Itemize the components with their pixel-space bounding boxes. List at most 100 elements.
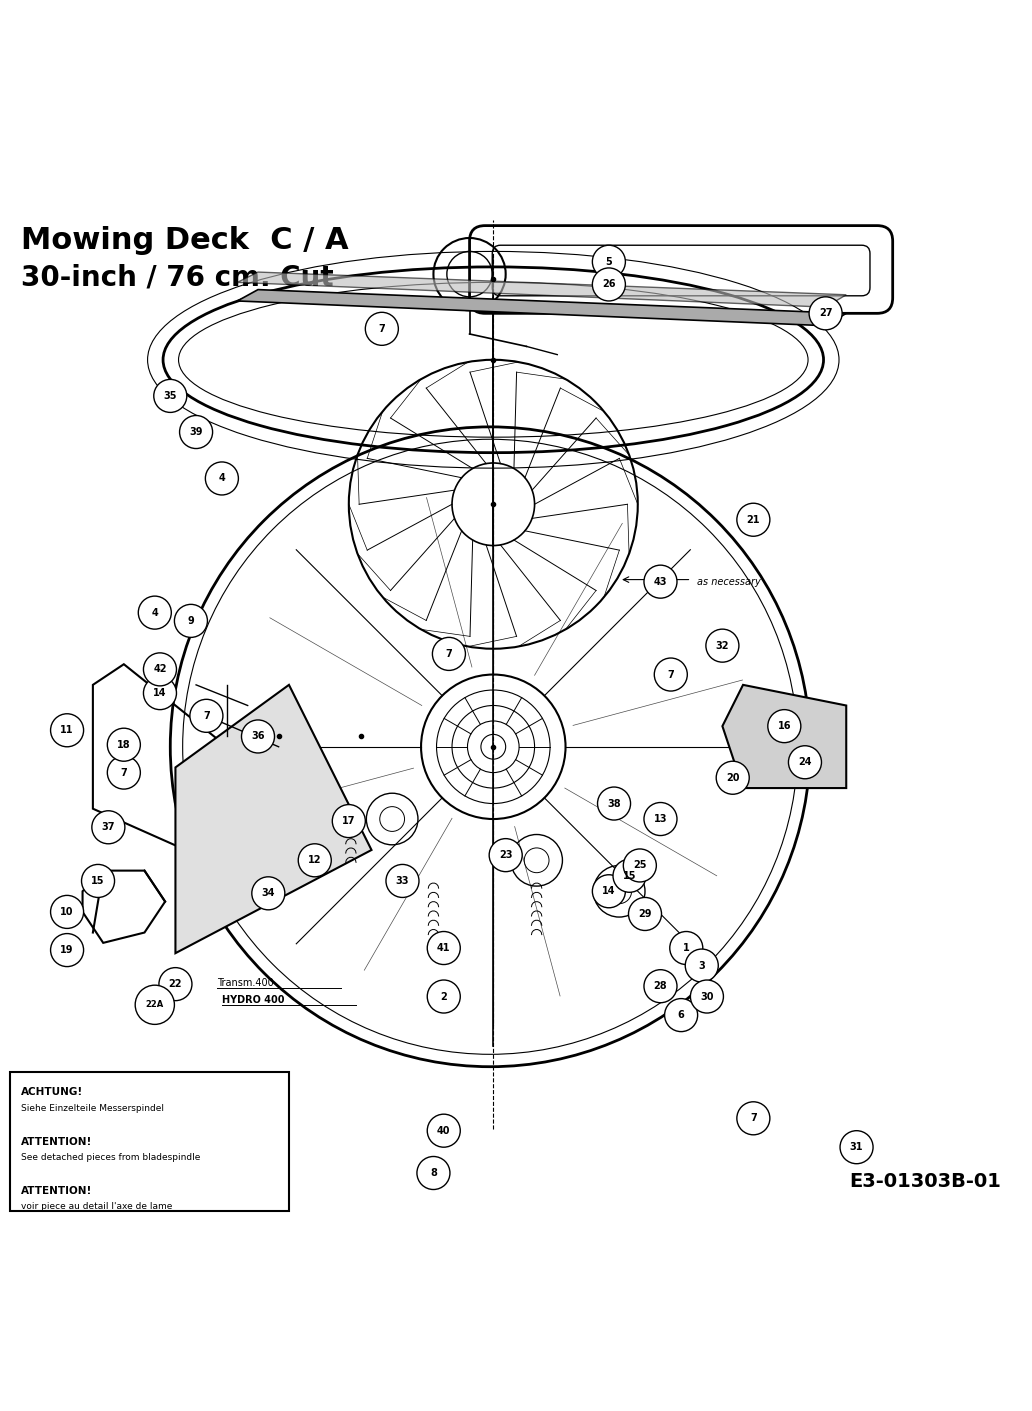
Text: See detached pieces from bladespindle: See detached pieces from bladespindle <box>21 1153 200 1161</box>
Text: 22: 22 <box>168 979 183 989</box>
Text: 7: 7 <box>668 670 674 680</box>
Text: 10: 10 <box>60 907 74 917</box>
Circle shape <box>107 756 140 789</box>
Circle shape <box>670 931 703 965</box>
Text: 29: 29 <box>638 909 652 919</box>
Text: E3-01303B-01: E3-01303B-01 <box>849 1171 1001 1191</box>
Circle shape <box>143 677 176 710</box>
Circle shape <box>51 714 84 746</box>
Text: 19: 19 <box>60 945 74 955</box>
Text: as necessary: as necessary <box>697 577 761 587</box>
Polygon shape <box>237 272 846 308</box>
Text: 16: 16 <box>777 721 792 731</box>
Circle shape <box>706 629 739 662</box>
Text: 42: 42 <box>153 665 167 674</box>
Text: 32: 32 <box>715 641 730 650</box>
Text: 12: 12 <box>308 855 322 865</box>
Text: 31: 31 <box>849 1141 864 1153</box>
Circle shape <box>332 804 365 838</box>
Circle shape <box>174 604 207 638</box>
Circle shape <box>190 700 223 732</box>
Circle shape <box>365 312 398 346</box>
Text: 4: 4 <box>152 608 158 618</box>
Text: 36: 36 <box>251 731 265 741</box>
Text: HYDRO 400: HYDRO 400 <box>222 995 285 1005</box>
Text: 18: 18 <box>117 739 131 749</box>
Text: 11: 11 <box>60 725 74 735</box>
Text: 26: 26 <box>602 279 616 289</box>
Circle shape <box>737 504 770 536</box>
Circle shape <box>644 803 677 835</box>
Circle shape <box>92 811 125 844</box>
Circle shape <box>592 875 625 907</box>
Circle shape <box>809 296 842 330</box>
Text: 7: 7 <box>203 711 209 721</box>
Text: 20: 20 <box>725 773 740 783</box>
Text: 34: 34 <box>261 889 276 899</box>
Text: 33: 33 <box>395 876 410 886</box>
Circle shape <box>298 844 331 876</box>
Circle shape <box>51 934 84 967</box>
Circle shape <box>628 897 662 930</box>
Circle shape <box>644 566 677 598</box>
Circle shape <box>107 728 140 761</box>
Text: voir piece au detail l'axe de lame: voir piece au detail l'axe de lame <box>21 1202 172 1211</box>
Circle shape <box>135 985 174 1024</box>
Text: 39: 39 <box>189 428 203 437</box>
Text: 9: 9 <box>188 615 194 626</box>
Circle shape <box>386 865 419 897</box>
Text: 25: 25 <box>633 861 647 871</box>
Text: 22A: 22A <box>146 1000 164 1009</box>
Circle shape <box>427 931 460 965</box>
Text: 27: 27 <box>818 309 833 319</box>
Circle shape <box>685 950 718 982</box>
Circle shape <box>252 876 285 910</box>
Circle shape <box>690 981 723 1013</box>
Text: 24: 24 <box>798 758 812 768</box>
Circle shape <box>654 658 687 691</box>
Circle shape <box>592 246 625 278</box>
Circle shape <box>768 710 801 742</box>
Text: 6: 6 <box>678 1010 684 1020</box>
Circle shape <box>205 461 238 495</box>
Text: 5: 5 <box>606 257 612 267</box>
Text: 13: 13 <box>653 814 668 824</box>
Text: 37: 37 <box>101 823 116 832</box>
Circle shape <box>592 268 625 301</box>
Text: 40: 40 <box>437 1126 451 1136</box>
Text: 38: 38 <box>607 799 621 809</box>
Text: ACHTUNG!: ACHTUNG! <box>21 1088 83 1098</box>
Text: 41: 41 <box>437 943 451 952</box>
Circle shape <box>432 638 465 670</box>
Text: ATTENTION!: ATTENTION! <box>21 1185 92 1195</box>
Polygon shape <box>237 289 846 326</box>
Text: 3: 3 <box>699 961 705 971</box>
Polygon shape <box>175 684 372 954</box>
Text: 7: 7 <box>379 323 385 334</box>
Text: 14: 14 <box>602 886 616 896</box>
Text: 8: 8 <box>430 1168 437 1178</box>
Circle shape <box>138 595 171 629</box>
Circle shape <box>154 380 187 412</box>
Circle shape <box>427 1115 460 1147</box>
Text: 4: 4 <box>219 474 225 484</box>
Text: 14: 14 <box>153 689 167 698</box>
Text: 15: 15 <box>91 876 105 886</box>
Text: 7: 7 <box>446 649 452 659</box>
Text: 35: 35 <box>163 391 178 401</box>
Circle shape <box>840 1130 873 1164</box>
Circle shape <box>665 999 698 1031</box>
Text: 2: 2 <box>441 992 447 1002</box>
Circle shape <box>143 653 176 686</box>
Circle shape <box>82 865 115 897</box>
Text: 1: 1 <box>683 943 689 952</box>
Circle shape <box>180 415 213 449</box>
Circle shape <box>644 969 677 1003</box>
Text: 28: 28 <box>653 981 668 991</box>
Text: 30-inch / 76 cm. Cut: 30-inch / 76 cm. Cut <box>21 264 333 292</box>
Text: 21: 21 <box>746 515 761 525</box>
Circle shape <box>51 896 84 928</box>
Text: 7: 7 <box>121 768 127 777</box>
Circle shape <box>623 849 656 882</box>
Circle shape <box>417 1157 450 1189</box>
